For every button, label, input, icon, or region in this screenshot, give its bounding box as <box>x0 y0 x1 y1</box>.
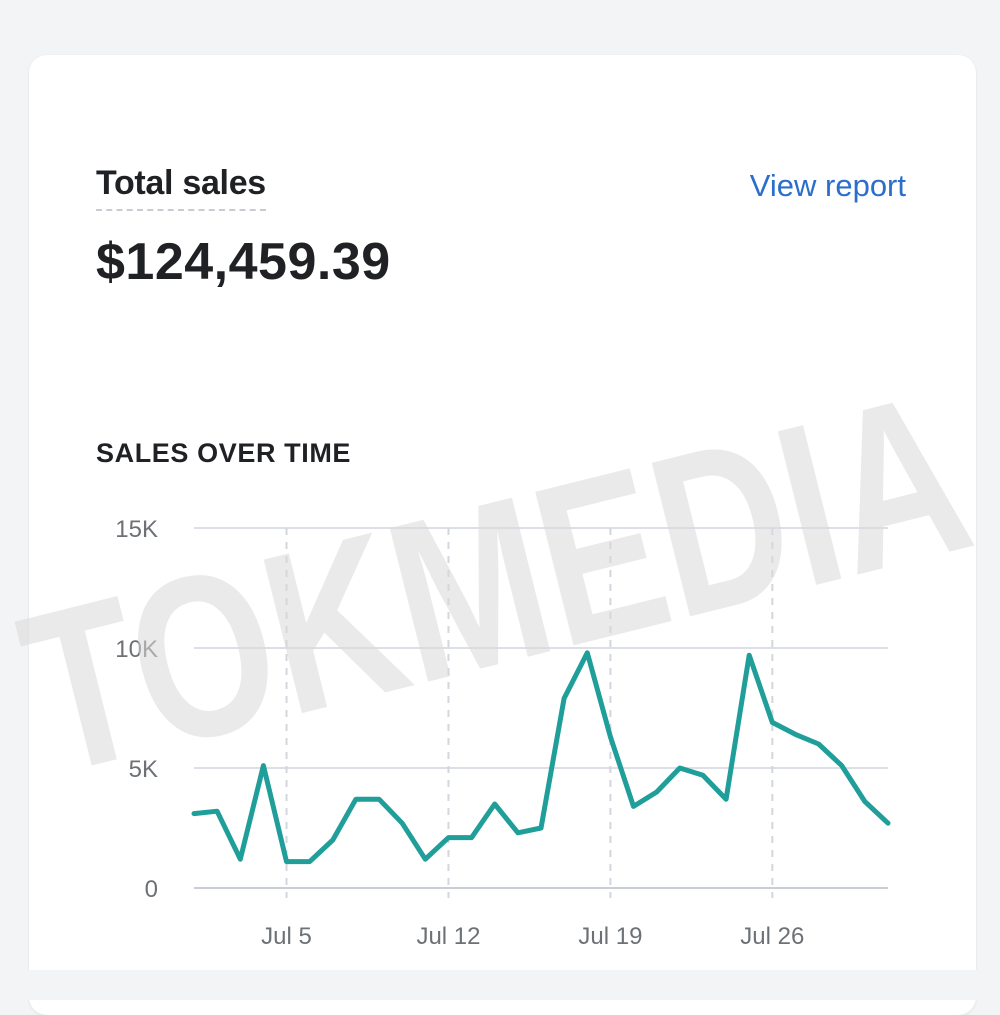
total-sales-value: $124,459.39 <box>96 233 391 291</box>
x-tick-label: Jul 5 <box>261 923 312 950</box>
watermark: TOKMEDIA <box>1 342 991 823</box>
total-sales-label[interactable]: Total sales <box>96 163 266 211</box>
chart-title: SALES OVER TIME <box>96 438 352 468</box>
y-tick-label: 5K <box>129 756 158 783</box>
bottom-strip <box>0 970 1000 1000</box>
view-report-link[interactable]: View report <box>749 168 906 203</box>
sales-card <box>29 55 976 1015</box>
sales-line <box>191 650 891 865</box>
y-tick-label: 15K <box>115 516 158 543</box>
x-tick-label: Jul 26 <box>740 923 804 950</box>
x-tick-label: Jul 19 <box>578 923 642 950</box>
x-tick-label: Jul 12 <box>416 923 480 950</box>
y-tick-label: 10K <box>115 636 158 663</box>
y-tick-label: 0 <box>145 876 158 903</box>
